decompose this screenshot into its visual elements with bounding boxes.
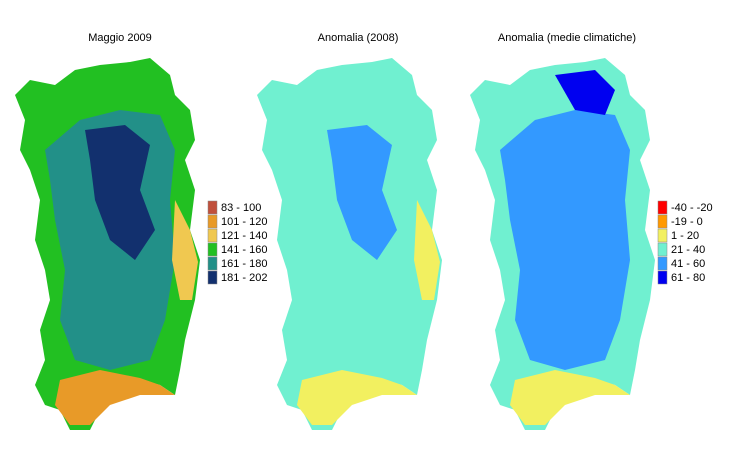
legend-swatch <box>657 214 668 229</box>
legend-swatch <box>207 200 218 215</box>
legend-swatch <box>207 270 218 285</box>
legend-swatch <box>207 228 218 243</box>
legend-label: 181 - 202 <box>221 272 267 284</box>
legend-label: 141 - 160 <box>221 244 267 256</box>
map-area <box>555 70 615 115</box>
legend-swatch <box>207 242 218 257</box>
legend-swatch <box>207 256 218 271</box>
legend-label: 61 - 80 <box>671 272 705 284</box>
legend-swatch <box>657 200 668 215</box>
map-title: Maggio 2009 <box>88 32 152 44</box>
legend-label: 101 - 120 <box>221 216 267 228</box>
legend-label: -40 - -20 <box>671 202 713 214</box>
legend-label: 121 - 140 <box>221 230 267 242</box>
legend-label: 83 - 100 <box>221 202 261 214</box>
legend-swatch <box>657 256 668 271</box>
legend-label: 1 - 20 <box>671 230 699 242</box>
legend-label: 21 - 40 <box>671 244 705 256</box>
map-1 <box>15 58 200 430</box>
map-title: Anomalia (medie climatiche) <box>498 32 636 44</box>
map-title: Anomalia (2008) <box>318 32 399 44</box>
legend-label: -19 - 0 <box>671 216 703 228</box>
legend-swatch <box>657 228 668 243</box>
legend-label: 161 - 180 <box>221 258 267 270</box>
legend-swatch <box>657 270 668 285</box>
legend-swatch <box>657 242 668 257</box>
legend-swatch <box>207 214 218 229</box>
map-area <box>500 110 630 370</box>
legend-label: 41 - 60 <box>671 258 705 270</box>
map-2 <box>257 58 442 430</box>
map-3 <box>470 58 655 430</box>
